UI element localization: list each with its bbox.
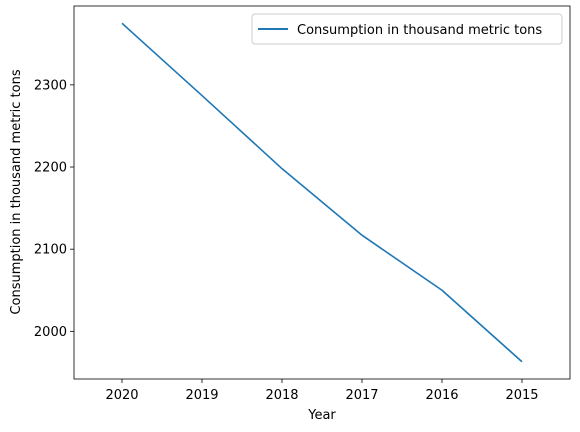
x-tick-label: 2019 (185, 388, 218, 403)
legend-label: Consumption in thousand metric tons (297, 23, 542, 38)
series-line (121, 22, 523, 363)
x-tick-label: 2015 (505, 388, 538, 403)
series-lines (121, 22, 523, 363)
x-tick-label: 2020 (105, 388, 138, 403)
x-axis-label: Year (307, 408, 336, 423)
x-axis-ticks: 2020 2019 2018 2017 2016 2015 (105, 379, 539, 403)
y-tick-label: 2100 (34, 243, 67, 258)
legend: Consumption in thousand metric tons (251, 13, 563, 45)
y-tick-label: 2000 (34, 325, 67, 340)
x-tick-label: 2018 (265, 388, 298, 403)
plot-area (73, 5, 571, 380)
y-tick-label: 2300 (34, 78, 67, 93)
y-axis-ticks: 2000 2100 2200 2300 (34, 78, 74, 340)
x-tick-label: 2016 (425, 388, 458, 403)
y-tick-label: 2200 (34, 161, 67, 176)
y-axis-label: Consumption in thousand metric tons (9, 69, 24, 314)
x-tick-label: 2017 (345, 388, 378, 403)
legend-box (251, 13, 563, 45)
